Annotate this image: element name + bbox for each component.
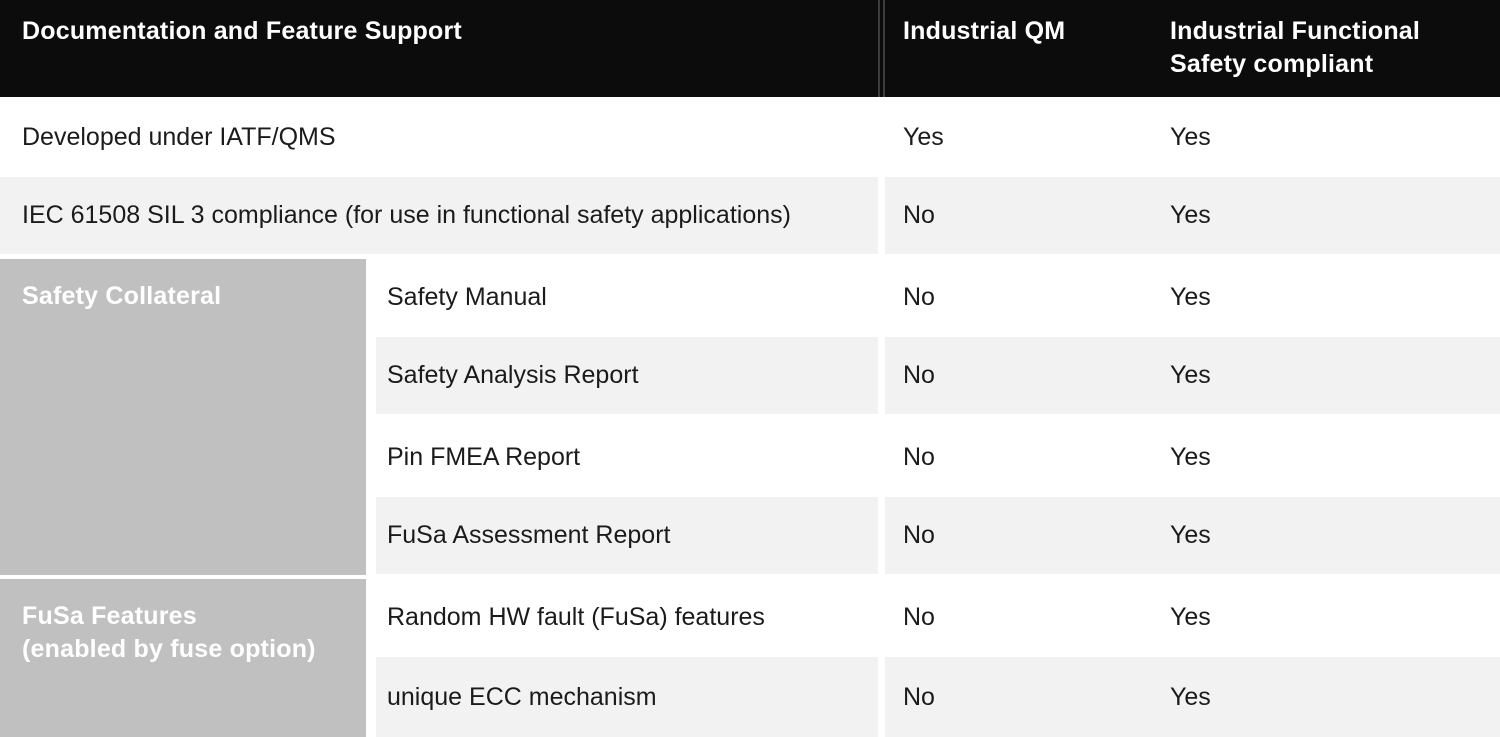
feature-label-safety-analysis-report: Safety Analysis Report: [376, 337, 878, 417]
fusa-value: Yes: [1170, 602, 1211, 631]
feature-label-fusa-assessment-report: FuSa Assessment Report: [376, 497, 878, 577]
header-industrial-functional-safety: Industrial Functional Safety compliant: [1152, 0, 1500, 97]
feature-label-random-hw-fault: Random HW fault (FuSa) features: [387, 602, 765, 631]
qm-value: No: [885, 497, 1152, 577]
qm-value: Yes: [903, 122, 944, 151]
qm-value: No: [903, 602, 935, 631]
feature-label-pin-fmea-report: Pin FMEA Report: [387, 442, 581, 471]
row-label-developed-under-iatf-qms: Developed under IATF/QMS: [22, 122, 336, 151]
feature-label-unique-ecc-mechanism: unique ECC mechanism: [376, 657, 878, 737]
qm-value: No: [903, 442, 935, 471]
fusa-value: Yes: [1170, 442, 1211, 471]
qm-value: No: [885, 177, 1152, 257]
qm-value: No: [885, 657, 1152, 737]
fusa-value: Yes: [1152, 337, 1500, 417]
header-documentation-and-feature-support: Documentation and Feature Support: [0, 0, 878, 97]
group-label-fusa-features: FuSa Features (enabled by fuse option): [0, 579, 366, 737]
row-label-iec-61508-sil3: IEC 61508 SIL 3 compliance (for use in f…: [0, 177, 878, 257]
fusa-value: Yes: [1170, 282, 1211, 311]
header-industrial-qm: Industrial QM: [885, 0, 1152, 97]
feature-label-safety-manual: Safety Manual: [387, 282, 547, 311]
fusa-value: Yes: [1170, 122, 1211, 151]
fusa-value: Yes: [1152, 657, 1500, 737]
header-column-divider: [878, 0, 885, 97]
fusa-value: Yes: [1152, 177, 1500, 257]
qm-value: No: [885, 337, 1152, 417]
group-label-safety-collateral: Safety Collateral: [0, 259, 366, 575]
fusa-value: Yes: [1152, 497, 1500, 577]
qm-value: No: [903, 282, 935, 311]
